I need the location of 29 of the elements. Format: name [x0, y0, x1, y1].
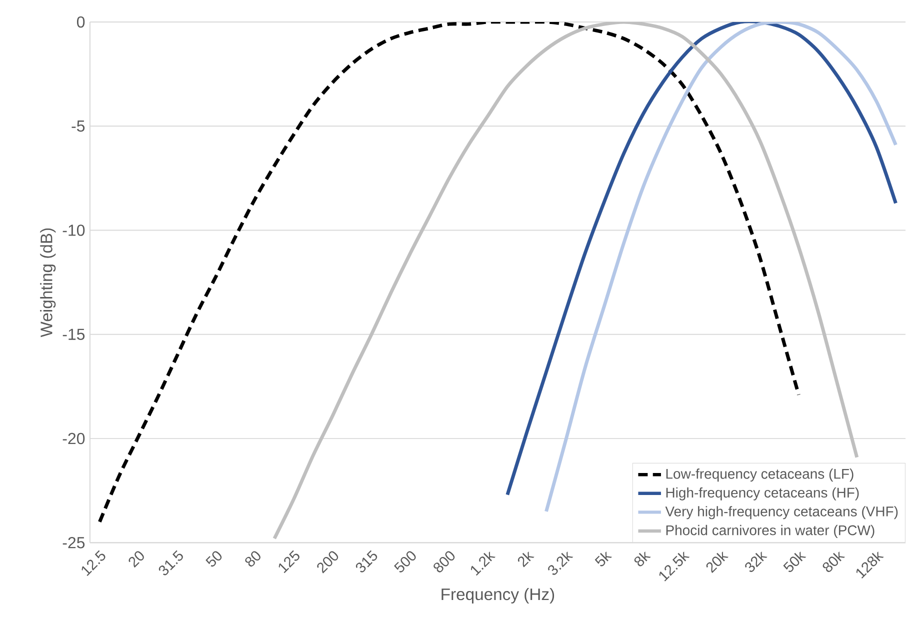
- x-tick-label: 800: [434, 551, 455, 573]
- y-tick-label: -20: [62, 433, 85, 444]
- x-tick-label: 20k: [706, 552, 729, 574]
- x-tick-label: 20: [128, 551, 144, 568]
- x-tick-label: 80: [245, 551, 260, 567]
- x-tick-label: 125: [278, 550, 300, 574]
- legend-label: Low-frequency cetaceans (LF): [666, 468, 854, 482]
- legend-label: Phocid carnivores in water (PCW): [666, 525, 874, 538]
- x-tick-label: 5k: [594, 552, 612, 566]
- x-tick-label: 500: [394, 551, 416, 573]
- x-tick-label: 50k: [783, 552, 806, 572]
- x-tick-label: 8k: [634, 552, 651, 566]
- y-axis-title: Weighting (dB): [40, 228, 56, 338]
- y-tick-label: -10: [62, 224, 85, 236]
- x-tick-label: 1.2k: [470, 552, 496, 576]
- y-tick-label: -25: [62, 537, 85, 549]
- x-axis-title: Frequency (Hz): [442, 588, 554, 604]
- legend-label: High-frequency cetaceans (HF): [666, 488, 859, 501]
- y-tick-label: 0: [76, 16, 85, 28]
- x-tick-label: 3.2k: [548, 552, 574, 576]
- x-tick-label: 80k: [822, 552, 846, 572]
- x-tick-label: 315: [356, 550, 378, 573]
- legend-label: Very high-frequency cetaceans (VHF): [665, 506, 898, 520]
- y-tick-label: -5: [72, 120, 85, 132]
- x-tick-label: 200: [317, 551, 338, 574]
- y-tick-label: -15: [62, 329, 85, 340]
- x-tick-label: 50: [206, 551, 222, 567]
- x-tick-label: 32k: [745, 552, 768, 572]
- x-tick-label: 2k: [518, 552, 534, 568]
